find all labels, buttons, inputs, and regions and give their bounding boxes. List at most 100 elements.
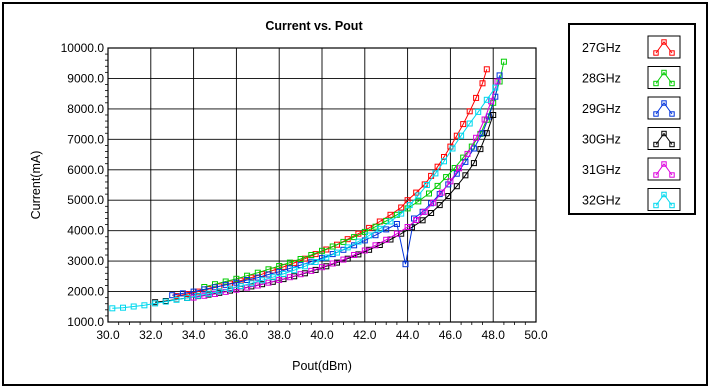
series-32GHz [109, 84, 499, 312]
data-point [201, 286, 208, 293]
data-point [179, 290, 186, 297]
data-point [297, 256, 304, 262]
data-point [355, 238, 362, 245]
x-tick-label: 50.0 [524, 328, 548, 342]
y-tick-label: 4000.0 [67, 224, 104, 238]
x-axis-tick-labels: 30.0 32.0 34.0 36.0 38.0 40.0 42.0 44.0 46.0 48.0… [96, 328, 548, 342]
data-point [445, 193, 452, 199]
data-point [184, 291, 191, 297]
data-point [447, 178, 454, 185]
data-point [426, 190, 432, 197]
data-point [323, 246, 330, 253]
data-point [222, 281, 229, 288]
legend-swatch-marker [669, 111, 675, 117]
data-point [451, 165, 458, 171]
data-point [449, 145, 456, 152]
legend-swatch-line [655, 132, 673, 145]
y-tick-label: 1000.0 [67, 315, 104, 329]
legend-swatch-line [655, 71, 673, 84]
data-point [470, 160, 477, 167]
y-tick-label: 5000.0 [67, 193, 104, 207]
data-point [376, 225, 383, 232]
data-point [169, 292, 176, 299]
data-point [344, 244, 351, 251]
legend-swatch-marker [661, 39, 667, 45]
data-point [462, 172, 469, 179]
data-point [398, 210, 405, 217]
legend-swatch-line [655, 102, 673, 115]
data-point [319, 264, 325, 271]
legend-swatch-marker [653, 141, 659, 148]
data-point [334, 241, 340, 248]
data-point [473, 134, 480, 141]
legend-swatch-marker [661, 100, 667, 106]
data-point [479, 130, 486, 137]
data-point [361, 247, 368, 254]
data-point [473, 94, 480, 101]
legend-label: 28GHz [582, 72, 621, 86]
series-layer [109, 58, 507, 312]
y-tick-label: 2000.0 [67, 285, 104, 299]
data-point [393, 221, 400, 227]
legend-entry-28GHz: 28GHz [582, 66, 681, 89]
data-point [291, 267, 298, 274]
data-point [351, 234, 358, 241]
legend-swatch-marker [653, 202, 659, 209]
data-point [423, 182, 430, 188]
data-point [194, 292, 201, 299]
data-point [329, 243, 336, 250]
x-tick-label: 40.0 [310, 328, 334, 342]
data-point [383, 217, 390, 224]
data-point [494, 78, 501, 85]
legend-label: 32GHz [582, 194, 621, 208]
x-tick-label: 46.0 [439, 328, 463, 342]
x-tick-label: 48.0 [482, 328, 506, 342]
data-point [483, 66, 490, 73]
data-point [184, 294, 191, 301]
data-point [475, 108, 482, 115]
data-point [413, 217, 420, 223]
legend-swatch-marker [653, 172, 659, 178]
data-point [436, 202, 443, 209]
legend-entry-29GHz: 29GHz [582, 96, 681, 120]
legend-swatch-marker [669, 50, 675, 56]
data-point [340, 238, 347, 245]
data-point [319, 247, 325, 254]
legend-label: 27GHz [582, 41, 621, 55]
data-point [120, 304, 126, 311]
data-point [222, 278, 229, 285]
y-tick-label: 8000.0 [67, 102, 104, 116]
data-point [458, 132, 465, 139]
data-point [496, 72, 503, 79]
legend-swatch-marker [669, 202, 675, 209]
legend-swatch-line [655, 163, 673, 176]
data-point [286, 274, 293, 281]
data-point [481, 116, 488, 123]
data-point [376, 242, 383, 248]
legend-swatch-marker [661, 130, 667, 137]
legend-swatch-marker [653, 50, 659, 56]
data-point [483, 96, 490, 103]
x-tick-label: 34.0 [182, 328, 206, 342]
data-point [280, 270, 287, 277]
data-point [466, 120, 473, 127]
x-tick-label: 32.0 [139, 328, 163, 342]
data-point [434, 182, 441, 189]
data-point [366, 232, 373, 239]
data-point [428, 210, 435, 216]
data-point [466, 108, 473, 115]
data-point [233, 275, 240, 282]
data-point [488, 98, 495, 105]
data-point [456, 165, 462, 172]
data-point [387, 218, 394, 225]
legend: 27GHz 28GHz 29GHz 30GHz 31GHz 32GHz [568, 23, 696, 215]
y-axis-title: Current(mA) [29, 151, 43, 220]
data-point [233, 279, 240, 286]
legend-entry-30GHz: 30GHz [582, 127, 681, 150]
x-tick-label: 30.0 [96, 328, 120, 342]
data-point [415, 192, 422, 199]
data-point [308, 267, 315, 274]
data-point [415, 198, 422, 205]
legend-swatch-marker [661, 191, 667, 198]
data-point [269, 274, 276, 281]
